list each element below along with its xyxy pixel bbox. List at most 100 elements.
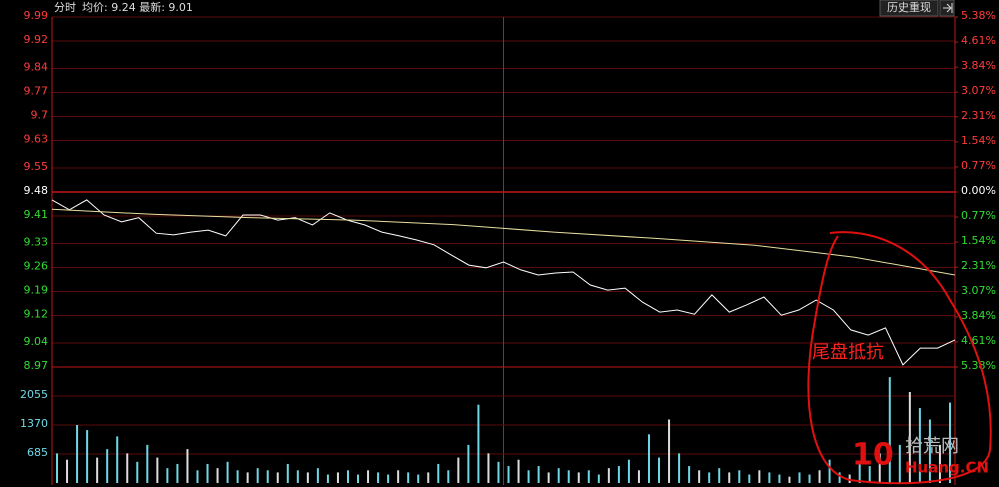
volume-bar (738, 470, 741, 483)
volume-bar (637, 470, 640, 483)
volume-bar (798, 472, 801, 483)
volume-bar (828, 459, 831, 483)
volume-bar (898, 444, 901, 483)
volume-bar (96, 457, 99, 483)
volume-bar (668, 419, 671, 483)
volume-bar (437, 463, 440, 483)
price-line (51, 208, 956, 276)
volume-bar (658, 457, 661, 483)
volume-bar (276, 472, 279, 483)
volume-bar (858, 461, 861, 483)
volume-bar (878, 453, 881, 483)
volume-bar (166, 468, 169, 483)
watermark-site: Huang.CN (905, 459, 989, 477)
volume-bar (507, 466, 510, 483)
volume-bar (938, 444, 941, 483)
volume-bar (216, 468, 219, 483)
y2-tick-label: 0.77% (961, 159, 996, 172)
y2-tick-label: 2.31% (961, 259, 996, 272)
watermark-name: 拾荒网 (905, 436, 959, 457)
history-button-label[interactable]: 历史重现 (887, 0, 931, 14)
volume-bar (186, 449, 189, 483)
volume-bar (256, 468, 259, 483)
volume-bar (788, 476, 791, 483)
volume-bar (417, 474, 420, 483)
y2-tick-label: 5.38% (961, 359, 996, 372)
history-button[interactable] (879, 0, 939, 17)
volume-bar (56, 453, 59, 483)
y2-tick-label: 1.54% (961, 234, 996, 247)
volume-bar (226, 461, 229, 483)
volume-bar (306, 472, 309, 483)
y-tick-label: 9.63 (24, 133, 49, 146)
volume-bar (758, 470, 761, 483)
volume-bar (607, 468, 610, 483)
volume-bar (176, 463, 179, 483)
watermark-number: 10 (852, 438, 894, 473)
y-tick-label: 685 (27, 446, 48, 459)
volume-bar (397, 470, 400, 483)
price-line (51, 199, 956, 366)
volume-bar (517, 459, 520, 483)
y-tick-label: 9.41 (24, 208, 49, 221)
y2-tick-label: 3.07% (961, 284, 996, 297)
y-tick-label: 9.7 (31, 109, 49, 122)
volume-bar (447, 470, 450, 483)
volume-bar (467, 444, 470, 483)
y-tick-label: 9.12 (24, 308, 49, 321)
volume-bar (116, 436, 119, 483)
volume-bar (326, 474, 329, 483)
volume-bar (778, 474, 781, 483)
y2-tick-label: 0.00% (961, 184, 996, 197)
volume-bar (156, 457, 159, 483)
y-tick-label: 1370 (20, 417, 48, 430)
volume-bar (567, 470, 570, 483)
volume-bar (768, 472, 771, 483)
volume-bar (808, 474, 811, 483)
volume-bar (266, 470, 269, 483)
volume-bar (457, 457, 460, 483)
y-tick-label: 9.04 (24, 335, 49, 348)
y-tick-label: 2055 (20, 388, 48, 401)
y-tick-label: 9.92 (24, 33, 49, 46)
volume-bar (748, 474, 751, 483)
volume-bar (647, 434, 650, 483)
volume-bar (688, 466, 691, 483)
volume-bar (838, 472, 841, 483)
volume-bar (627, 459, 630, 483)
volume-bar (136, 461, 139, 483)
volume-bar (557, 468, 560, 483)
y2-tick-label: 4.61% (961, 334, 996, 347)
volume-bar (497, 461, 500, 483)
volume-bar (76, 425, 79, 483)
y-tick-label: 9.26 (24, 259, 49, 272)
volume-bar (597, 474, 600, 483)
y-tick-label: 9.99 (24, 9, 49, 22)
volume-bar (206, 463, 209, 483)
volume-bar (718, 468, 721, 483)
y2-tick-label: 5.38% (961, 9, 996, 22)
y2-tick-label: 3.84% (961, 59, 996, 72)
volume-bar (868, 466, 871, 483)
volume-bar (126, 453, 129, 483)
volume-bar (527, 470, 530, 483)
y-tick-label: 8.97 (24, 359, 49, 372)
chart-title: 分时 (54, 1, 76, 14)
y-tick-label: 9.33 (24, 235, 49, 248)
y2-tick-label: 0.77% (961, 209, 996, 222)
y-tick-label: 9.77 (24, 84, 49, 97)
volume-bar (66, 459, 69, 483)
volume-bar (577, 472, 580, 483)
volume-bar (407, 472, 410, 483)
volume-bar (387, 474, 390, 483)
volume-bar (547, 472, 550, 483)
y2-tick-label: 1.54% (961, 134, 996, 147)
volume-bar (146, 444, 149, 483)
volume-bar (678, 453, 681, 483)
volume-bar (336, 472, 339, 483)
annotation: 尾盘抵抗 (812, 342, 884, 363)
volume-bar (477, 404, 480, 483)
volume-bar (246, 472, 249, 483)
volume-bar (367, 470, 370, 483)
